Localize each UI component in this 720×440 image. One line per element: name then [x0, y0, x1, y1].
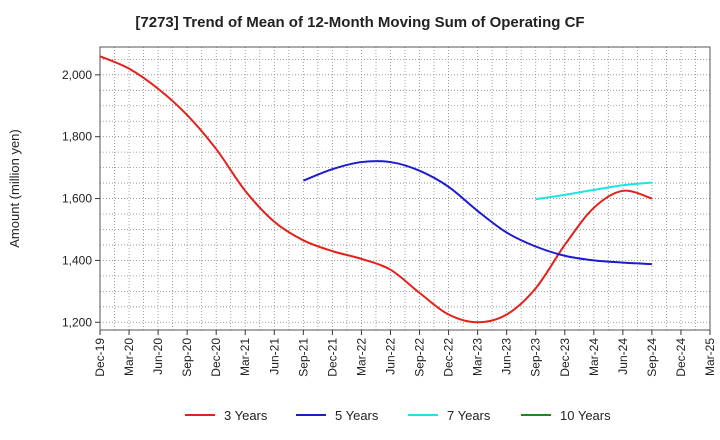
x-tick-label: Mar-20 — [122, 338, 136, 376]
grid — [99, 47, 711, 330]
legend-label-3-years: 3 Years — [224, 408, 268, 423]
x-tick-label: Dec-21 — [325, 338, 339, 377]
x-tick-label: Dec-20 — [209, 338, 223, 377]
legend-label-5-years: 5 Years — [335, 408, 379, 423]
x-tick-label: Dec-19 — [93, 338, 107, 377]
x-tick-label: Jun-20 — [151, 338, 165, 375]
y-axis-label: Amount (million yen) — [7, 129, 22, 248]
x-tick-label: Mar-22 — [354, 338, 368, 376]
x-tick-label: Sep-22 — [413, 338, 427, 377]
x-tick-label: Mar-24 — [587, 338, 601, 376]
legend-label-10-years: 10 Years — [560, 408, 611, 423]
y-tick-label: 1,600 — [62, 192, 92, 206]
legend-label-7-years: 7 Years — [447, 408, 491, 423]
x-tick-label: Jun-21 — [267, 338, 281, 375]
x-tick-label: Sep-21 — [296, 338, 310, 377]
x-tick-label: Jun-22 — [383, 338, 397, 375]
x-tick-label: Sep-23 — [529, 338, 543, 377]
x-tick-label: Mar-21 — [238, 338, 252, 376]
y-tick-label: 1,200 — [62, 315, 92, 329]
x-tick-label: Sep-20 — [180, 338, 194, 377]
y-tick-label: 1,400 — [62, 253, 92, 267]
series-line-3-years — [99, 55, 653, 324]
x-tick-label: Mar-23 — [471, 338, 485, 376]
x-tick-label: Jun-24 — [616, 338, 630, 375]
y-tick-label: 1,800 — [62, 130, 92, 144]
x-tick-label: Sep-24 — [645, 338, 659, 377]
y-tick-label: 2,000 — [62, 68, 92, 82]
series-line-5-years — [302, 160, 652, 266]
series-line-7-years — [535, 181, 653, 201]
plot-border — [99, 46, 711, 331]
x-tick-label: Jun-23 — [500, 338, 514, 375]
x-tick-label: Dec-23 — [558, 338, 572, 377]
chart-title: [7273] Trend of Mean of 12-Month Moving … — [135, 14, 585, 31]
x-tick-label: Dec-24 — [674, 338, 688, 377]
x-tick-label: Dec-22 — [442, 338, 456, 377]
x-tick-label: Mar-25 — [703, 338, 717, 376]
